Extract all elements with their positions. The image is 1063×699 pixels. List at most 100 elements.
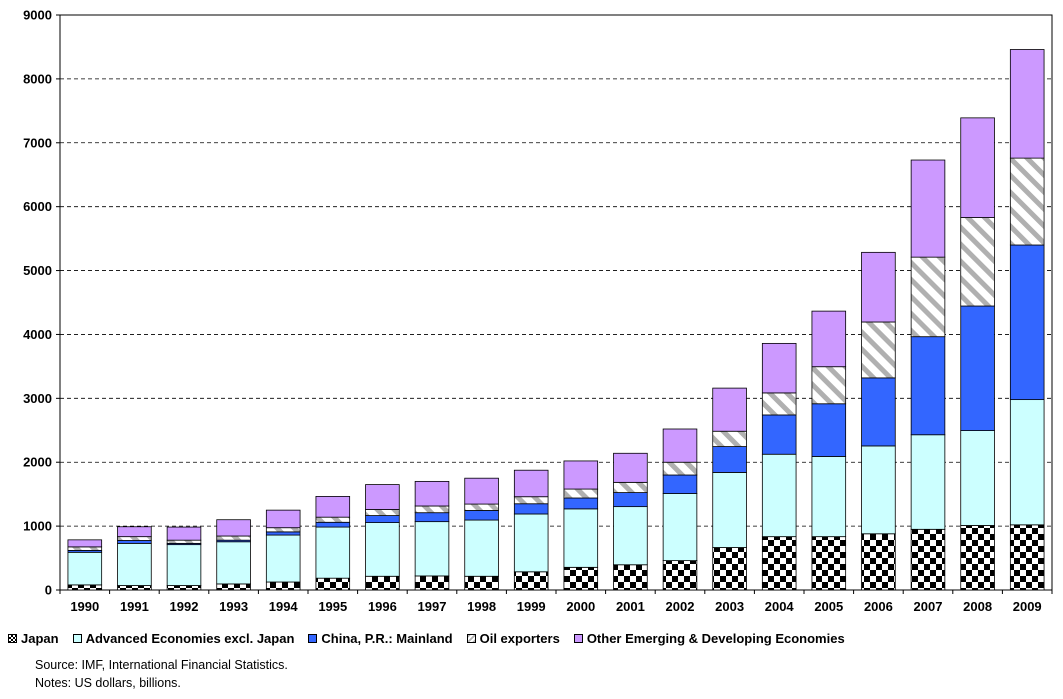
y-tick-label: 1000 (23, 519, 52, 534)
bar-japan-1998 (464, 575, 499, 591)
bar-china-1999 (513, 503, 549, 515)
x-tick-label: 2006 (864, 599, 893, 614)
bar-advanced-1993 (216, 541, 251, 585)
bar-oil-1990 (67, 546, 103, 551)
units-note: Notes: US dollars, billions. (35, 676, 181, 690)
bar-oil-2003 (712, 430, 747, 447)
bar-oil-1999 (513, 496, 549, 505)
bar-oil-1992 (166, 539, 202, 544)
x-tick-label: 2000 (566, 599, 595, 614)
bars (67, 49, 1045, 591)
bar-other-2002 (662, 428, 698, 463)
source-note: Source: IMF, International Financial Sta… (35, 658, 288, 672)
x-tick-label: 2001 (616, 599, 645, 614)
y-tick-label: 8000 (23, 71, 52, 86)
x-tick-label: 2002 (666, 599, 695, 614)
bar-japan-2005 (811, 536, 847, 591)
bar-advanced-1990 (67, 551, 103, 586)
bar-advanced-1999 (513, 513, 549, 573)
x-tick-label: 1997 (418, 599, 447, 614)
bar-china-1998 (464, 510, 499, 521)
bar-other-2008 (960, 117, 995, 218)
bar-advanced-2006 (861, 445, 896, 535)
bar-advanced-1998 (464, 519, 499, 577)
bar-oil-2008 (960, 217, 995, 307)
bar-advanced-1992 (166, 544, 202, 586)
bar-oil-2007 (910, 256, 946, 338)
bar-japan-1991 (117, 585, 152, 591)
legend-swatch-oil (466, 633, 476, 643)
bar-other-2004 (761, 342, 797, 394)
chart-area: 0 1000 2000 3000 4000 5000 6000 7000 8000 9000 199… (8, 8, 1058, 648)
legend: Japan Advanced Economies excl. Japan China… (8, 628, 1058, 648)
y-tick-label: 0 (45, 583, 52, 598)
legend-swatch-other (573, 633, 583, 643)
bar-oil-2005 (811, 366, 847, 405)
bar-other-2001 (613, 452, 648, 483)
bar-other-2009 (1009, 49, 1045, 159)
bar-oil-2004 (761, 392, 797, 416)
legend-item-other: Other Emerging & Developing Economies (573, 631, 845, 646)
bar-japan-2002 (662, 560, 698, 591)
bar-other-2007 (910, 159, 946, 258)
legend-swatch-japan (8, 633, 17, 643)
x-tick-label: 1993 (219, 599, 248, 614)
x-tick-label: 1990 (70, 599, 99, 614)
bar-china-1997 (414, 512, 450, 523)
bar-japan-1997 (414, 575, 450, 591)
bar-advanced-2009 (1009, 399, 1045, 526)
legend-item-china: China, P.R.: Mainland (308, 631, 453, 646)
bar-other-2006 (861, 251, 896, 323)
bar-advanced-1994 (265, 534, 301, 583)
bar-china-1996 (365, 515, 400, 523)
bar-advanced-2001 (613, 506, 648, 566)
bar-other-1997 (414, 480, 450, 507)
bar-japan-1999 (513, 571, 549, 591)
bar-advanced-2005 (811, 456, 847, 538)
legend-item-oil: Oil exporters (466, 631, 560, 646)
y-tick-label: 4000 (23, 327, 52, 342)
bar-oil-1997 (414, 505, 450, 514)
legend-swatch-advanced (72, 633, 82, 643)
legend-item-advanced: Advanced Economies excl. Japan (72, 631, 294, 646)
bar-advanced-2002 (662, 493, 698, 562)
axes: 0 1000 2000 3000 4000 5000 6000 7000 8000 9000 199… (23, 8, 1053, 614)
legend-label: Japan (21, 630, 59, 646)
x-tick-label: 2008 (963, 599, 992, 614)
x-tick-label: 1992 (170, 599, 199, 614)
bar-china-2008 (960, 305, 995, 431)
x-tick-label: 2003 (715, 599, 744, 614)
bar-japan-1996 (365, 575, 400, 591)
bar-advanced-2000 (563, 508, 599, 568)
chart-notes: Source: IMF, International Financial Sta… (35, 656, 288, 692)
bar-japan-1994 (265, 581, 301, 591)
bar-other-1991 (117, 526, 152, 538)
bar-oil-1994 (265, 527, 301, 533)
bar-other-1998 (464, 477, 499, 505)
x-tick-label: 1991 (120, 599, 149, 614)
plot-frame (59, 14, 1053, 591)
bar-japan-1990 (67, 584, 103, 591)
bar-japan-2009 (1009, 524, 1045, 591)
bar-oil-1993 (216, 535, 251, 541)
bar-other-1990 (67, 539, 103, 548)
y-tick-label: 3000 (23, 391, 52, 406)
bar-japan-2003 (712, 547, 747, 591)
bar-china-1994 (265, 531, 301, 536)
bar-china-1995 (315, 521, 351, 528)
x-tick-label: 1999 (517, 599, 546, 614)
bar-oil-2002 (662, 461, 698, 476)
bar-other-1993 (216, 519, 251, 537)
bar-china-2005 (811, 403, 847, 457)
bar-oil-2009 (1009, 157, 1045, 246)
bar-oil-1998 (464, 503, 499, 511)
bar-china-2004 (761, 414, 797, 455)
bar-japan-1992 (166, 585, 202, 591)
bar-other-1999 (513, 469, 549, 498)
x-tick-label: 2005 (814, 599, 843, 614)
x-tick-label: 1998 (467, 599, 496, 614)
y-tick-label: 2000 (23, 455, 52, 470)
bar-china-2001 (613, 492, 648, 508)
bar-other-1992 (166, 526, 202, 541)
x-tick-label: 2009 (1013, 599, 1042, 614)
